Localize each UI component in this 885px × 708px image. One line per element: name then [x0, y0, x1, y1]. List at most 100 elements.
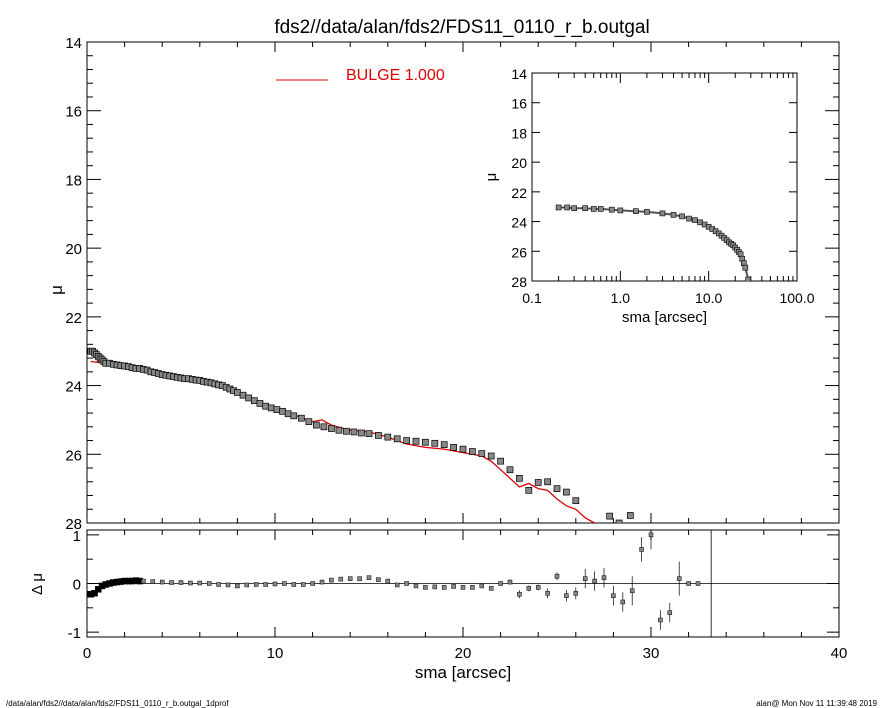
inset-data-point	[555, 204, 562, 211]
data-point	[487, 452, 495, 460]
data-point	[615, 519, 623, 523]
residual-point	[197, 580, 203, 586]
residual-xtick-label: 20	[455, 645, 472, 662]
data-point	[375, 432, 382, 439]
residual-point	[329, 577, 334, 583]
inset-ytick-label: 18	[511, 125, 527, 141]
inset-data-point	[582, 205, 588, 211]
residual-point	[658, 617, 663, 623]
inset-ytick-label: 14	[511, 66, 527, 82]
data-point	[525, 487, 533, 494]
data-point	[250, 397, 258, 405]
residual-plot-area	[87, 530, 701, 630]
data-point	[459, 445, 467, 453]
inset-xtick-label: 1.0	[611, 290, 631, 306]
data-point	[450, 444, 457, 451]
data-point	[544, 478, 551, 486]
data-point	[297, 414, 305, 422]
residual-point	[695, 581, 701, 586]
residual-point	[498, 581, 503, 586]
data-point	[335, 426, 343, 434]
data-point	[506, 466, 514, 474]
residual-point	[620, 599, 626, 605]
residual-point	[159, 579, 165, 585]
residual-point	[300, 582, 306, 587]
inset-data-point	[608, 206, 615, 213]
residual-point	[676, 576, 682, 581]
main-ytick-label: 22	[65, 310, 82, 327]
residual-point	[470, 585, 475, 590]
main-ylabel: μ	[47, 285, 66, 295]
residual-point	[150, 579, 156, 584]
inset-data-point	[571, 205, 577, 211]
inset-ytick-label: 24	[511, 215, 527, 231]
residual-xtick-label: 40	[831, 645, 848, 662]
main-plot-area	[87, 347, 634, 523]
residual-point	[357, 576, 362, 581]
residual-point	[319, 579, 325, 585]
residual-xtick-label: 30	[643, 645, 660, 662]
residual-point	[451, 584, 456, 589]
residual-ytick-label: -1	[68, 625, 81, 642]
data-point	[384, 433, 392, 441]
inset-xtick-label: 100.0	[779, 290, 814, 306]
inset-data-point	[679, 213, 685, 220]
residual-point	[188, 580, 193, 586]
data-point	[553, 485, 561, 492]
data-point	[273, 406, 281, 413]
inset-xtick-label: 0.1	[522, 290, 542, 306]
residual-point	[95, 586, 102, 593]
residual-point	[573, 590, 579, 596]
residual-point	[310, 581, 315, 586]
data-point	[422, 438, 429, 446]
data-point	[290, 412, 298, 420]
inset-plot-area	[555, 204, 751, 281]
residual-point	[423, 585, 428, 590]
residual-point	[601, 575, 607, 580]
inset-data-point	[564, 204, 570, 211]
residual-point	[225, 582, 231, 588]
residual-point	[263, 582, 268, 587]
data-point	[412, 437, 420, 445]
inset-ytick-label: 20	[511, 155, 527, 171]
residual-xtick-label: 10	[267, 645, 284, 662]
data-point	[358, 429, 365, 437]
residual-point	[545, 590, 550, 596]
residual-point	[169, 580, 174, 585]
data-point	[478, 450, 486, 457]
inset-data-point	[670, 212, 677, 218]
data-point	[234, 389, 241, 396]
data-point	[343, 427, 350, 435]
data-point	[497, 457, 504, 465]
residual-point	[432, 584, 438, 590]
residual-point	[253, 582, 259, 587]
data-point	[516, 474, 523, 482]
data-point	[320, 423, 328, 431]
data-point	[313, 421, 320, 429]
residual-point	[394, 582, 400, 588]
legend-label: BULGE 1.000	[346, 67, 445, 84]
residual-point	[291, 582, 297, 587]
residual-point	[216, 582, 221, 587]
data-point	[572, 497, 580, 505]
inset-ylabel: μ	[483, 173, 500, 182]
data-point	[626, 512, 634, 519]
residual-point	[517, 591, 522, 597]
inset-data-point	[742, 264, 749, 271]
residual-point	[376, 577, 381, 582]
residual-point	[526, 586, 532, 591]
inset-data-point	[590, 206, 597, 212]
main-ytick-label: 26	[65, 447, 82, 464]
model-series-line	[90, 360, 596, 523]
residual-point	[178, 580, 184, 585]
residual-point	[667, 610, 673, 615]
main-plot: 14 16 18 20 22 24 26 28 μ	[47, 35, 840, 533]
data-point	[563, 488, 570, 496]
data-point	[256, 400, 264, 407]
residual-point	[91, 589, 98, 597]
residual-point	[507, 579, 513, 585]
main-ytick-label: 16	[65, 104, 82, 121]
residual-point	[582, 576, 588, 581]
residual-point	[611, 593, 616, 598]
residual-point	[338, 576, 344, 582]
